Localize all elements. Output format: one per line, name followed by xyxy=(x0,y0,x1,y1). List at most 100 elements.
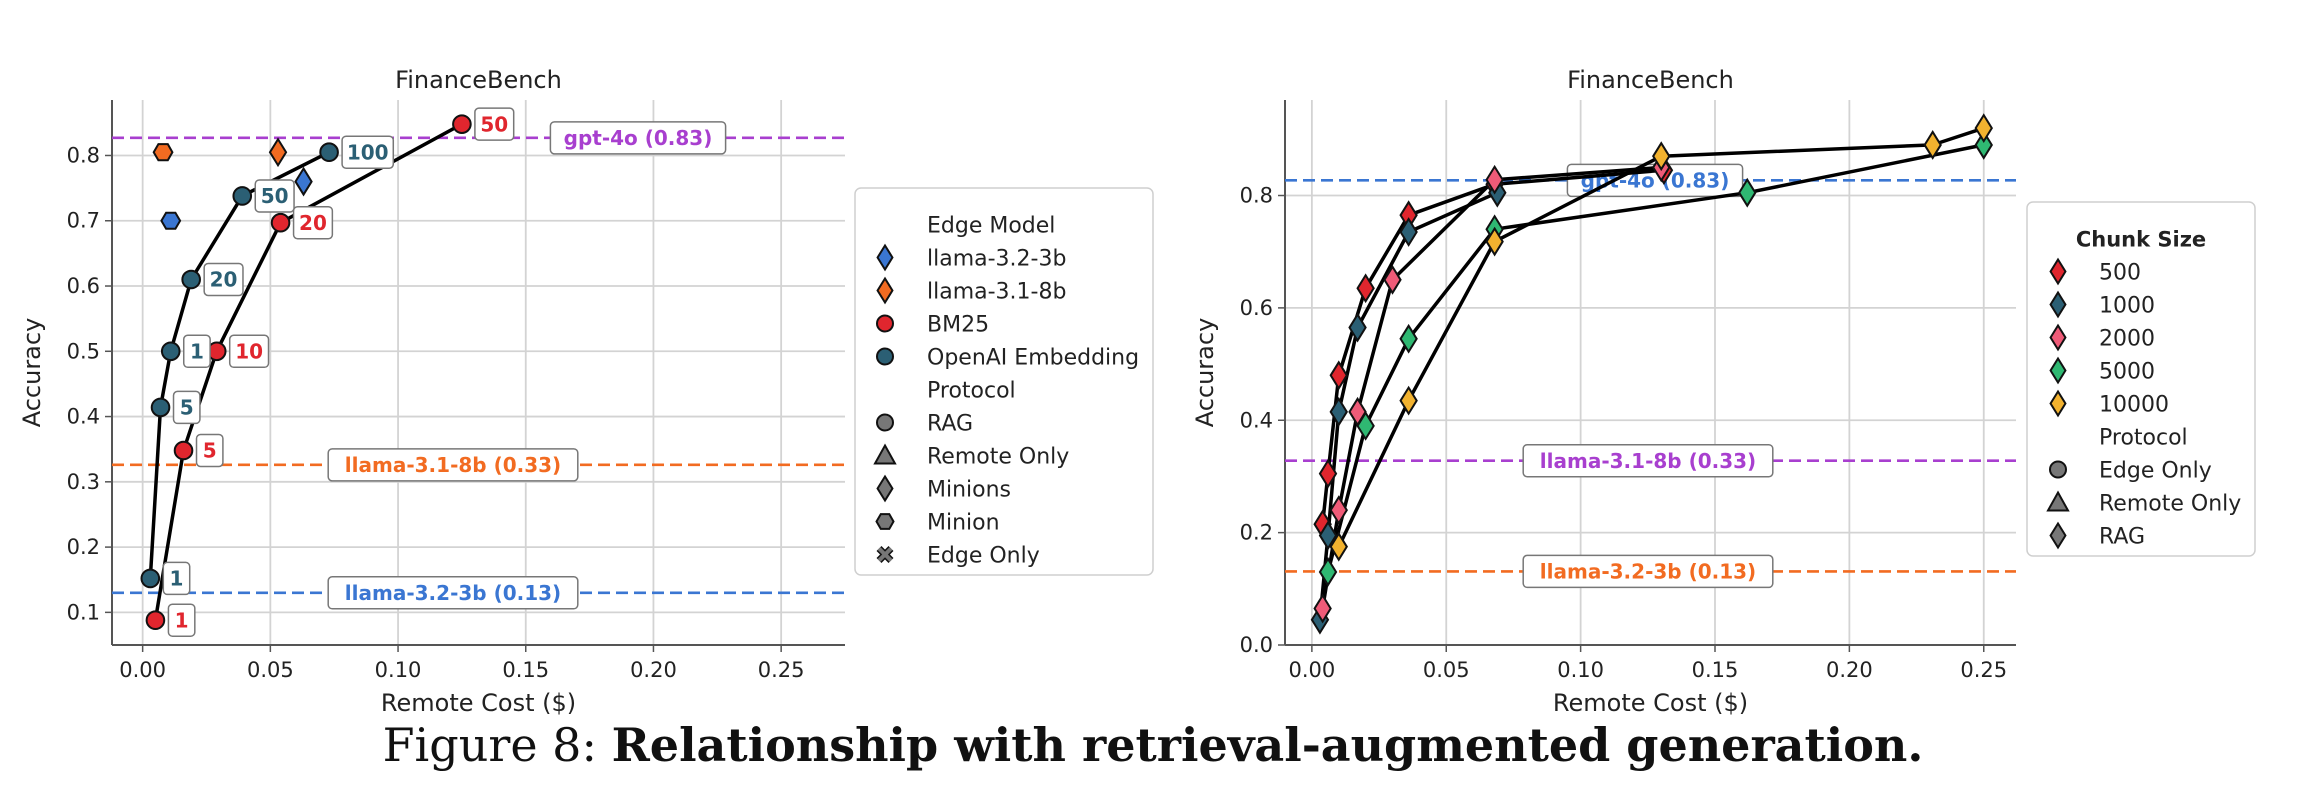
data-point-label-box xyxy=(172,390,201,425)
reference-line-label: llama-3.2-3b (0.13) xyxy=(345,581,561,605)
data-point xyxy=(1329,360,1348,391)
x-tick-label: 0.25 xyxy=(1960,658,2007,682)
data-point xyxy=(232,186,253,206)
x-axis-label: Remote Cost ($) xyxy=(1553,689,1748,717)
x-tick-label: 0.15 xyxy=(1692,658,1739,682)
data-point-label-box xyxy=(341,135,395,169)
data-point-label-box xyxy=(474,107,515,141)
data-point xyxy=(150,397,171,418)
legend-box xyxy=(2026,201,2256,557)
data-point-label-box xyxy=(182,334,211,369)
data-point-label: 1 xyxy=(175,608,189,632)
y-tick-label: 0.3 xyxy=(67,470,100,494)
reference-line-label-box xyxy=(549,121,727,155)
y-tick-label: 0.6 xyxy=(67,274,100,298)
x-tick-label: 0.20 xyxy=(630,658,677,682)
reference-line-label-box xyxy=(327,576,579,610)
legend-marker xyxy=(2049,521,2067,550)
x-tick-label: 0.05 xyxy=(1423,658,1470,682)
legend-item-label: 5000 xyxy=(2099,360,2155,385)
x-tick-label: 0.10 xyxy=(375,658,422,682)
data-point-label: 1 xyxy=(190,339,204,363)
legend-marker xyxy=(876,347,894,366)
series-line xyxy=(1318,191,1499,620)
legend-item-label: Remote Only xyxy=(2099,492,2241,517)
legend-marker xyxy=(873,443,897,465)
legend-marker xyxy=(876,546,894,563)
legend-marker xyxy=(876,413,894,432)
x-axis-label: Remote Cost ($) xyxy=(381,689,576,717)
data-point xyxy=(1399,217,1418,247)
legend-item-label: 1000 xyxy=(2099,294,2155,319)
data-point xyxy=(1399,323,1418,354)
data-point xyxy=(1356,410,1375,441)
data-point-label: 20 xyxy=(210,268,238,292)
chart-left: 0.00 0.05 0.10 0.15 0.20 0.25 0.1 0.2 0.3 0.4 0.5 0… xyxy=(18,66,1154,717)
y-tick-label: 0.6 xyxy=(1240,296,1273,320)
legend-marker xyxy=(2049,460,2067,479)
data-point-label-box xyxy=(167,603,196,637)
data-point-label-box xyxy=(195,433,224,468)
reference-line-label-box xyxy=(327,448,579,482)
y-tick-label: 0.2 xyxy=(67,535,100,559)
data-point xyxy=(1485,164,1504,195)
data-point-label: 100 xyxy=(347,140,389,164)
legend-item-label: Minions xyxy=(927,478,1011,503)
data-point xyxy=(1329,495,1348,526)
legend-marker xyxy=(2049,323,2067,352)
legend-item-label: 500 xyxy=(2099,261,2141,286)
caption-text: Relationship with retrieval-augmented ge… xyxy=(611,718,1924,772)
chart-title: FinanceBench xyxy=(1567,66,1734,94)
legend-marker xyxy=(2049,257,2067,286)
legend-header: Protocol xyxy=(927,379,1016,404)
data-point xyxy=(152,143,174,162)
legend-item-label: 2000 xyxy=(2099,327,2155,352)
data-point-label-box xyxy=(228,334,270,369)
data-point xyxy=(140,568,161,589)
figure-caption: Figure 8: Relationship with retrieval-au… xyxy=(0,718,2306,772)
data-point-label-box xyxy=(254,179,295,213)
legend-item-label: 10000 xyxy=(2099,393,2169,418)
x-tick-label: 0.10 xyxy=(1557,658,1604,682)
data-point-label: 20 xyxy=(299,211,327,235)
data-point-label: 10 xyxy=(235,339,263,363)
legend-item-label: RAG xyxy=(2099,525,2145,550)
series-line xyxy=(1337,126,1985,548)
series-line xyxy=(153,122,463,621)
data-point xyxy=(1974,130,1993,160)
data-point-label-box xyxy=(162,561,191,596)
data-point xyxy=(1399,385,1418,416)
data-point xyxy=(1348,312,1367,343)
data-point xyxy=(1383,264,1402,295)
y-tick-label: 0.2 xyxy=(1240,521,1273,545)
legend-item-label: Remote Only xyxy=(927,445,1069,470)
y-tick-label: 0.7 xyxy=(67,209,100,233)
legend-marker xyxy=(2049,290,2067,319)
data-point-label: 50 xyxy=(480,112,508,136)
data-point xyxy=(1329,531,1348,562)
data-point xyxy=(268,137,288,168)
x-tick-label: 0.15 xyxy=(502,658,549,682)
legend-marker-fill xyxy=(877,547,893,562)
reference-line-label: gpt-4o (0.83) xyxy=(564,126,713,150)
reference-line-label: llama-3.2-3b (0.13) xyxy=(1540,560,1756,584)
data-point xyxy=(1318,458,1338,489)
y-tick-label: 0.4 xyxy=(67,405,100,429)
data-point xyxy=(1318,557,1338,587)
reference-line-label: llama-3.1-8b (0.33) xyxy=(345,453,561,477)
chart-title: FinanceBench xyxy=(395,66,562,94)
data-point xyxy=(145,610,166,630)
legend-marker xyxy=(2046,490,2070,512)
y-axis-label: Accuracy xyxy=(18,318,46,428)
legend-marker xyxy=(876,276,894,305)
legend-item-label: OpenAI Embedding xyxy=(927,346,1139,371)
data-point xyxy=(294,166,313,197)
data-point-label: 50 xyxy=(261,184,289,208)
y-tick-label: 0.8 xyxy=(67,143,100,167)
caption-lead: Figure 8: xyxy=(382,718,597,772)
legend-item-label: Minion xyxy=(927,511,1000,536)
data-point xyxy=(1356,273,1375,304)
data-point xyxy=(1318,520,1338,551)
legend-header: Edge Model xyxy=(927,214,1055,239)
data-point xyxy=(1923,130,1942,160)
